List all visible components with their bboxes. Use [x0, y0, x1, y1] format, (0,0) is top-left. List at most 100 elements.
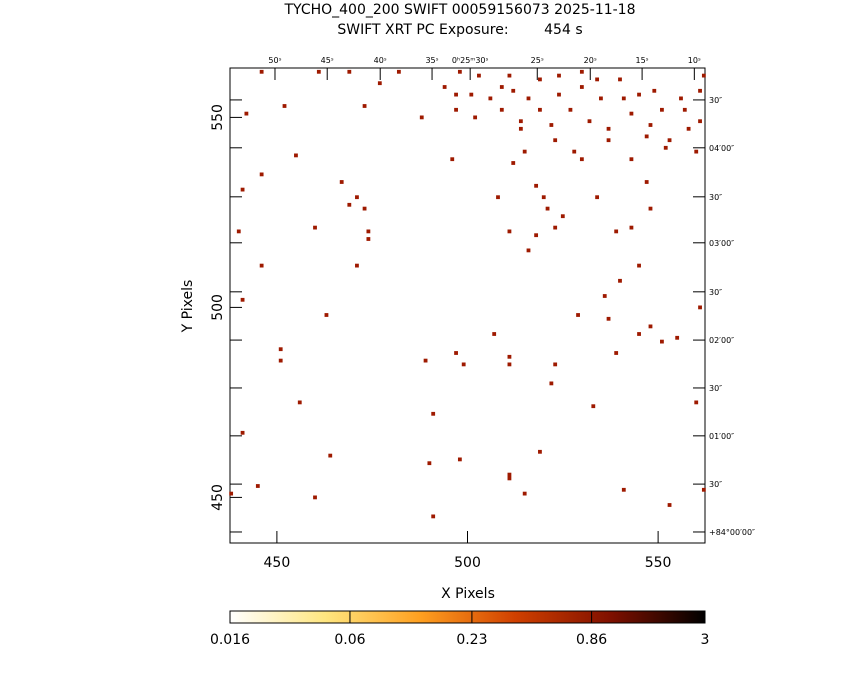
pixel: [507, 362, 512, 367]
pixel: [229, 491, 234, 496]
pixel: [362, 104, 367, 108]
pixel: [549, 123, 554, 127]
x-tick-label: 550: [645, 555, 672, 571]
y-tick-label: 450: [210, 484, 226, 511]
pixel: [618, 278, 622, 283]
pixel: [427, 461, 432, 466]
pixel: [492, 332, 497, 336]
pixel: [255, 484, 260, 488]
pixel: [553, 362, 558, 367]
right-tick-label: 30″: [709, 288, 722, 297]
pixel: [457, 69, 462, 74]
pixel: [618, 77, 622, 82]
pixel: [553, 138, 558, 143]
pixel: [313, 495, 317, 500]
pixel: [366, 237, 371, 241]
pixel: [499, 85, 504, 89]
pixel: [355, 263, 359, 268]
top-tick-label: 50ˢ: [268, 56, 281, 65]
y-tick-label: 500: [210, 294, 226, 321]
pixel: [698, 119, 702, 124]
pixel: [282, 104, 287, 108]
pixel: [240, 187, 245, 192]
pixel: [595, 195, 600, 200]
pixel: [599, 96, 603, 101]
pixel: [507, 476, 512, 481]
pixel: [538, 107, 542, 112]
pixel: [324, 313, 329, 317]
pixel: [469, 92, 474, 97]
pixel: [377, 81, 382, 86]
pixel: [576, 313, 580, 317]
pixel: [454, 92, 458, 97]
right-tick-label: 04′00″: [709, 144, 734, 153]
pixel: [488, 96, 493, 101]
pixel: [606, 316, 611, 321]
chart-subtitle: SWIFT XRT PC Exposure: 454 s: [337, 22, 582, 38]
chart-title: TYCHO_400_200 SWIFT 00059156073 2025-11-…: [283, 2, 635, 18]
colorbar-tick-label: 0.86: [576, 632, 607, 648]
pixel: [450, 157, 455, 162]
pixel: [454, 351, 458, 355]
pixel: [499, 107, 504, 112]
plot-frame: [229, 67, 706, 544]
pixel: [648, 324, 653, 329]
pixel: [259, 172, 264, 177]
pixel: [553, 225, 558, 230]
colorbar-tick-label: 0.016: [210, 632, 250, 648]
pixel: [637, 263, 641, 268]
top-tick-label: 20ˢ: [584, 56, 597, 65]
pixel: [675, 335, 680, 340]
top-tick-label: 25ˢ: [531, 56, 544, 65]
pixel: [396, 69, 401, 74]
pixel: [507, 73, 512, 78]
pixel: [701, 487, 706, 492]
right-tick-label: 02′00″: [709, 336, 734, 345]
top-tick-label: 15ˢ: [636, 56, 649, 65]
pixel: [541, 195, 546, 200]
pixel: [511, 88, 516, 93]
pixel: [461, 362, 466, 367]
pixel: [694, 149, 699, 154]
pixel: [294, 153, 298, 158]
top-tick-label: 40ˢ: [374, 56, 387, 65]
pixel: [507, 229, 512, 234]
pixel: [667, 503, 672, 507]
right-tick-label: 01′00″: [709, 432, 734, 441]
pixel: [660, 107, 664, 112]
pixel: [522, 149, 527, 154]
pixel: [579, 157, 584, 162]
pixel: [362, 206, 367, 211]
pixel: [652, 88, 657, 93]
pixel: [698, 305, 702, 310]
pixel: [454, 107, 458, 112]
pixel: [355, 195, 359, 200]
y-axis-label: Y Pixels: [180, 280, 196, 334]
pixel: [507, 472, 512, 477]
pixel: [701, 73, 706, 78]
right-tick-label: +84°00′00″: [709, 528, 755, 537]
top-tick-label: 45ˢ: [321, 56, 334, 65]
pixel: [297, 400, 302, 405]
right-tick-label: 30″: [709, 480, 722, 489]
pixel: [579, 69, 584, 74]
pixel: [637, 332, 641, 336]
pixel: [431, 411, 436, 416]
pixel: [629, 157, 634, 162]
pixel: [278, 358, 283, 363]
pixel: [526, 248, 531, 253]
pixel: [614, 229, 619, 234]
pixel: [621, 96, 626, 101]
pixel: [545, 206, 550, 211]
right-tick-label: 30″: [709, 384, 722, 393]
pixel: [240, 297, 245, 302]
pixel: [477, 73, 481, 78]
pixel: [423, 358, 428, 363]
pixel: [557, 73, 561, 78]
right-tick-label: 30″: [709, 96, 722, 105]
pixel: [518, 119, 523, 124]
pixel: [679, 96, 683, 101]
pixel: [549, 381, 554, 386]
pixel: [347, 202, 352, 207]
pixel: [629, 225, 634, 230]
